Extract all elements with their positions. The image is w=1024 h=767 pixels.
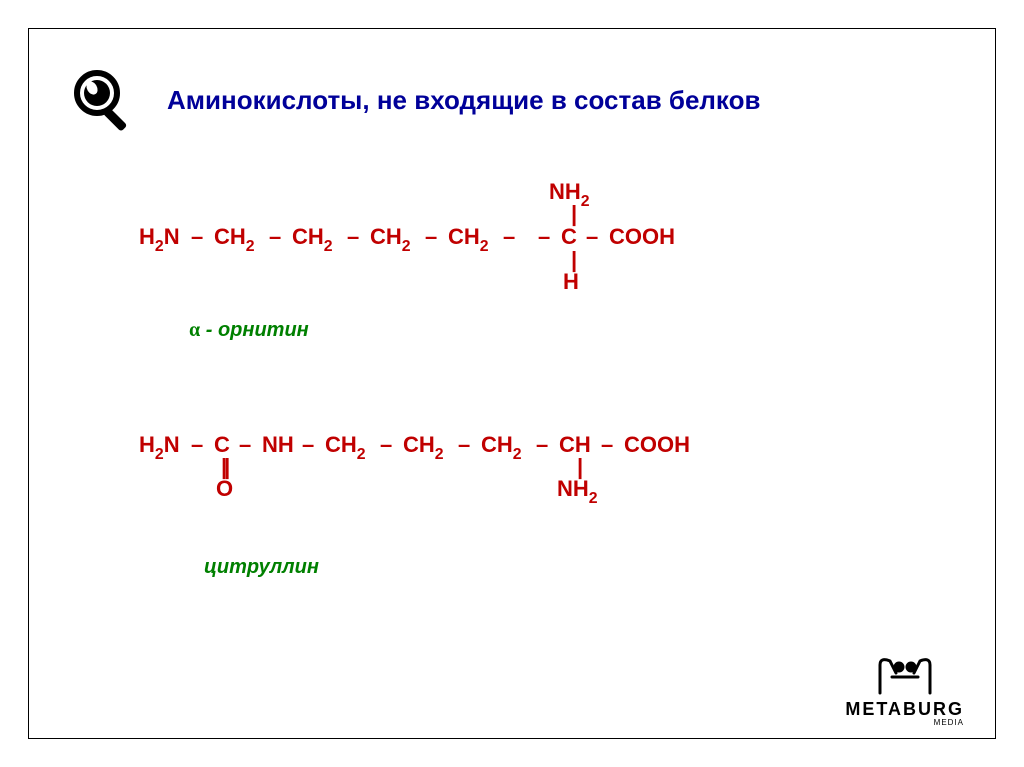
atom-h: H [563,269,579,295]
atom-nh2: NH2 [557,476,598,506]
bond-dash: – [347,224,359,250]
bond-dash: – [191,432,203,458]
bond-dash: – [380,432,392,458]
atom-cooh: COOH [609,224,675,250]
bond-dash: – [601,432,613,458]
atom-h2n: H2N [139,224,180,254]
bond-dash: – [538,224,550,250]
bond-dash: – [503,224,515,250]
atom-ch2: CH2 [448,224,489,254]
logo-text: METABURG [845,699,964,720]
atom-ch2: CH2 [403,432,444,462]
atom-ch2: CH2 [370,224,411,254]
atom-h2n: H2N [139,432,180,462]
bond-dash: – [269,224,281,250]
bond-dash: – [536,432,548,458]
bond-dash: – [239,432,251,458]
atom-ch2: CH2 [292,224,333,254]
citrulline-structure: H2N – C – NH – CH2 – CH2 – CH2 – CH – CO… [139,432,955,542]
atom-ch2: CH2 [214,224,255,254]
bond-dash: – [425,224,437,250]
alpha-symbol: α [189,319,200,341]
ornithine-name: α - орнитин [189,319,955,342]
atom-ch2: CH2 [481,432,522,462]
atom-o: O [216,476,233,502]
atom-cooh: COOH [624,432,690,458]
slide: Аминокислоты, не входящие в состав белко… [0,0,1024,767]
ornithine-label: - орнитин [200,319,309,341]
magnifying-glass-icon [69,65,139,135]
atom-nh: NH [262,432,294,458]
metaburg-logo: METABURG MEDIA [845,653,964,727]
citrulline-name: цитруллин [204,556,955,579]
header: Аминокислоты, не входящие в состав белко… [69,65,955,135]
bond-dash: – [302,432,314,458]
atom-nh2: NH2 [549,179,590,209]
citrulline-label: цитруллин [204,556,319,578]
ornithine-structure: NH2 | H2N – CH2 – CH2 – CH2 – CH2 – – C … [139,179,955,299]
slide-frame: Аминокислоты, не входящие в состав белко… [28,28,996,739]
atom-ch: CH [559,432,591,458]
bond-dash: – [458,432,470,458]
bond-dash: – [191,224,203,250]
bond-dash: – [586,224,598,250]
page-title: Аминокислоты, не входящие в состав белко… [167,85,760,116]
atom-ch2: CH2 [325,432,366,462]
